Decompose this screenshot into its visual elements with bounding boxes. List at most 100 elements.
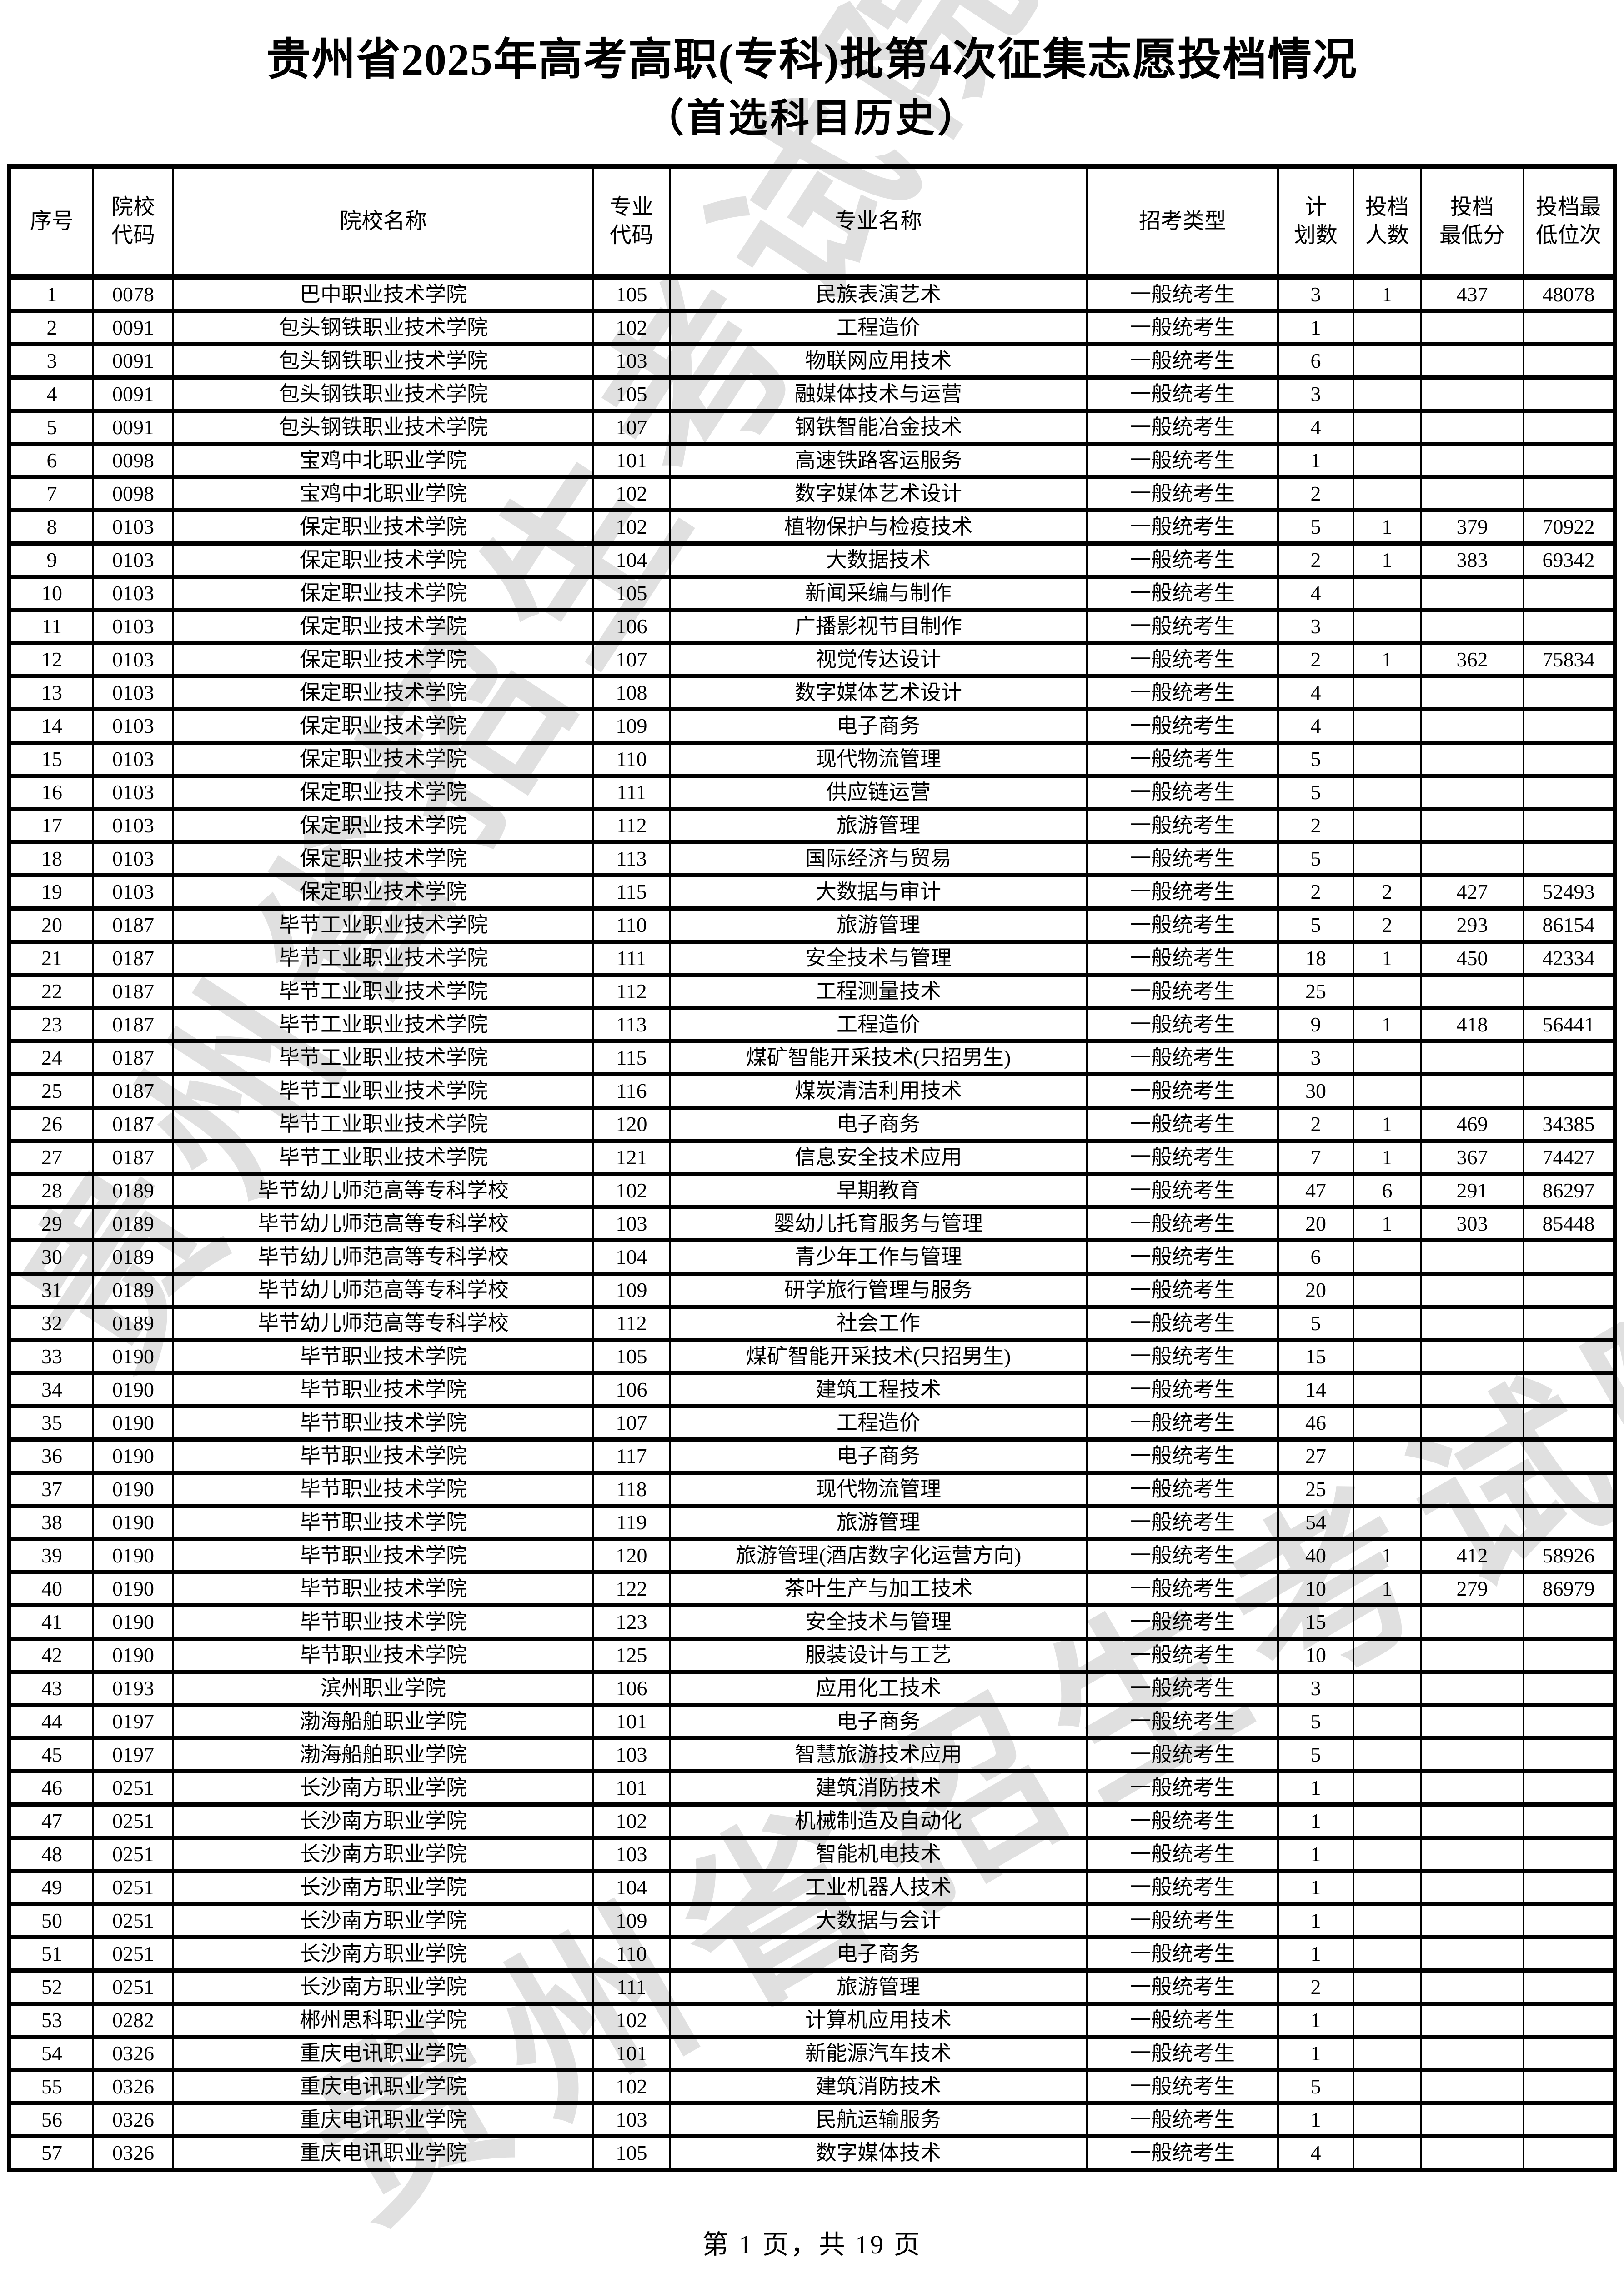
table-row: 55 0326 重庆电讯职业学院 102 建筑消防技术 一般统考生 5 (8, 2068, 1616, 2106)
table-cell: 103 (592, 1205, 671, 1243)
table-cell (1523, 2002, 1616, 2039)
table-row: 17 0103 保定职业技术学院 112 旅游管理 一般统考生 2 (8, 807, 1616, 845)
table-cell (1420, 1637, 1524, 1674)
table-row: 40 0190 毕节职业技术学院 122 茶叶生产与加工技术 一般统考生 10 1 279 869… (8, 1570, 1616, 1608)
table-cell: 一般统考生 (1086, 840, 1279, 878)
table-row: 1 0078 巴中职业技术学院 105 民族表演艺术 一般统考生 3 1 437 48078 (8, 275, 1616, 314)
table-cell: 智能机电技术 (669, 1836, 1088, 1873)
table-cell (1353, 973, 1422, 1011)
table-cell: 437 (1420, 275, 1524, 314)
table-cell: 一般统考生 (1086, 1570, 1279, 1608)
table-cell: 旅游管理 (669, 1968, 1088, 2006)
table-cell: 毕节职业技术学院 (172, 1404, 594, 1442)
table-cell: 45 (8, 1736, 94, 1774)
table-cell (1420, 409, 1524, 446)
table-cell (1523, 2101, 1616, 2139)
table-cell: 9 (1277, 1006, 1354, 1044)
table-cell: 86154 (1523, 906, 1616, 944)
table-cell (1523, 1603, 1616, 1641)
table-cell: 研学旅行管理与服务 (669, 1272, 1088, 1309)
table-cell: 56 (8, 2101, 94, 2139)
table-cell: 0103 (92, 608, 174, 646)
table-cell: 一般统考生 (1086, 342, 1279, 380)
table-cell: 毕节幼儿师范高等专科学校 (172, 1238, 594, 1276)
table-cell: 毕节职业技术学院 (172, 1570, 594, 1608)
table-cell (1353, 840, 1422, 878)
table-cell: 0326 (92, 2068, 174, 2106)
table-cell: 毕节幼儿师范高等专科学校 (172, 1272, 594, 1309)
table-cell: 11 (8, 608, 94, 646)
table-cell: 47 (8, 1802, 94, 1840)
table-row: 43 0193 滨州职业学院 106 应用化工技术 一般统考生 3 (8, 1670, 1616, 1707)
table-cell: 0190 (92, 1371, 174, 1409)
table-cell: 86979 (1523, 1570, 1616, 1608)
table-cell: 86297 (1523, 1172, 1616, 1210)
table-cell: 5 (1277, 1736, 1354, 1774)
table-cell: 41 (8, 1603, 94, 1641)
table-cell (1523, 1504, 1616, 1542)
table-cell: 长沙南方职业学院 (172, 1869, 594, 1907)
table-cell: 0189 (92, 1205, 174, 1243)
table-cell: 27 (8, 1139, 94, 1177)
table-cell: 103 (592, 2101, 671, 2139)
table-cell: 一般统考生 (1086, 1338, 1279, 1376)
table-cell: 7 (8, 475, 94, 513)
table-cell: 毕节职业技术学院 (172, 1338, 594, 1376)
column-header: 院校名称 (172, 164, 594, 280)
table-cell: 一般统考生 (1086, 774, 1279, 811)
table-cell: 毕节工业职业技术学院 (172, 973, 594, 1011)
table-cell: 115 (592, 873, 671, 911)
table-cell: 0103 (92, 741, 174, 778)
table-cell: 0103 (92, 840, 174, 878)
table-cell: 物联网应用技术 (669, 342, 1088, 380)
table-cell (1353, 1371, 1422, 1409)
table-cell (1420, 1504, 1524, 1542)
table-cell: 16 (8, 774, 94, 811)
table-cell: 1 (1353, 1106, 1422, 1143)
table-cell (1523, 707, 1616, 745)
table-cell: 一般统考生 (1086, 1072, 1279, 1110)
table-cell: 一般统考生 (1086, 1172, 1279, 1210)
table-row: 51 0251 长沙南方职业学院 110 电子商务 一般统考生 1 (8, 1935, 1616, 1973)
table-cell (1420, 741, 1524, 778)
table-row: 34 0190 毕节职业技术学院 106 建筑工程技术 一般统考生 14 (8, 1371, 1616, 1409)
table-cell: 0189 (92, 1238, 174, 1276)
table-cell (1523, 1968, 1616, 2006)
table-cell: 一般统考生 (1086, 1869, 1279, 1907)
table-cell: 3 (1277, 608, 1354, 646)
page-subtitle: （首选科目历史） (645, 96, 979, 140)
table-cell: 118 (592, 1471, 671, 1508)
table-cell (1353, 1404, 1422, 1442)
table-cell (1523, 1802, 1616, 1840)
table-cell: 一般统考生 (1086, 575, 1279, 612)
table-cell (1523, 442, 1616, 480)
table-row: 8 0103 保定职业技术学院 102 植物保护与检疫技术 一般统考生 5 1 379 70922 (8, 508, 1616, 546)
table-row: 49 0251 长沙南方职业学院 104 工业机器人技术 一般统考生 1 (8, 1869, 1616, 1907)
table-cell: 0251 (92, 1869, 174, 1907)
table-cell: 一般统考生 (1086, 275, 1279, 314)
table-cell (1420, 1371, 1524, 1409)
table-cell: 103 (592, 342, 671, 380)
table-cell: 滨州职业学院 (172, 1670, 594, 1707)
table-cell (1353, 2101, 1422, 2139)
table-cell: 12 (8, 641, 94, 679)
table-row: 32 0189 毕节幼儿师范高等专科学校 112 社会工作 一般统考生 5 (8, 1305, 1616, 1342)
table-cell: 70922 (1523, 508, 1616, 546)
table-cell: 2 (1353, 906, 1422, 944)
table-cell: 1 (1353, 541, 1422, 579)
table-cell: 103 (592, 1836, 671, 1873)
table-cell: 0190 (92, 1504, 174, 1542)
table-cell (1420, 973, 1524, 1011)
table-cell: 保定职业技术学院 (172, 541, 594, 579)
table-row: 16 0103 保定职业技术学院 111 供应链运营 一般统考生 5 (8, 774, 1616, 811)
table-cell: 293 (1420, 906, 1524, 944)
table-cell: 一般统考生 (1086, 309, 1279, 347)
table-cell: 15 (1277, 1603, 1354, 1641)
table-cell: 0190 (92, 1437, 174, 1475)
table-cell: 渤海船舶职业学院 (172, 1703, 594, 1741)
table-cell: 植物保护与检疫技术 (669, 508, 1088, 546)
table-cell: 一般统考生 (1086, 1603, 1279, 1641)
table-cell: 2 (1277, 641, 1354, 679)
table-cell: 0197 (92, 1736, 174, 1774)
table-cell: 一般统考生 (1086, 1272, 1279, 1309)
